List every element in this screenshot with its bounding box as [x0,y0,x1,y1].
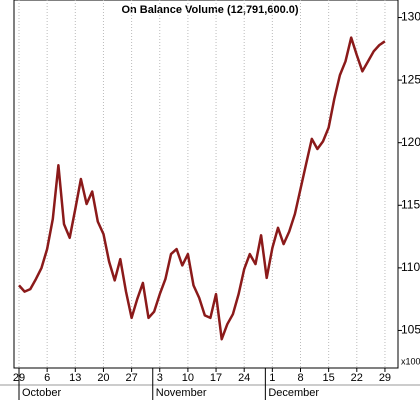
x-tick-label: 6 [44,372,50,384]
x-tick-label: 24 [238,372,250,384]
x-tick-label: 22 [351,372,363,384]
unit-label: x1000 [401,356,420,366]
x-tick-label: 3 [157,372,163,384]
month-label: October [22,387,61,399]
plot-frame [13,0,399,369]
month-label: November [156,387,207,399]
y-tick-label: 130 [401,10,420,24]
x-tick-label: 17 [210,372,222,384]
line-series [18,36,386,341]
y-tick-label: 125 [401,72,420,86]
month-label: December [268,387,319,399]
chart-title: On Balance Volume (12,791,600.0) [121,4,298,16]
x-tick-label: 1 [269,372,275,384]
y-tick-label: 120 [401,135,420,149]
x-tick-label: 13 [69,372,81,384]
x-tick-label: 10 [182,372,194,384]
y-tick-label: 105 [401,323,420,337]
x-tick-label: 15 [323,372,335,384]
y-tick-label: 110 [401,260,420,274]
x-tick-label: 8 [297,372,303,384]
x-tick-label: 27 [125,372,137,384]
y-tick-label: 115 [401,197,420,211]
x-tick-label: 29 [379,372,391,384]
x-tick-label: 20 [97,372,109,384]
